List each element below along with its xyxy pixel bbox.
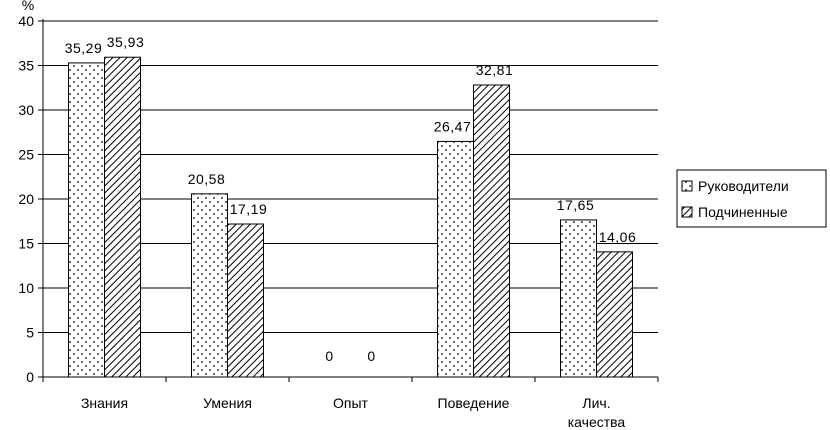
legend-label-leaders: Руководители — [698, 178, 789, 194]
bar-leaders — [191, 193, 228, 378]
bar-subordinates — [104, 56, 141, 378]
data-label: 20,58 — [188, 171, 226, 187]
x-tick-label: Поведение — [438, 395, 510, 411]
y-tick-label: 10 — [18, 280, 34, 296]
data-label: 35,29 — [65, 40, 103, 56]
x-tick-label: Умения — [203, 395, 252, 411]
y-tick-label: 40 — [18, 13, 34, 29]
bar-subordinates — [473, 84, 510, 378]
x-tick-label: Знания — [81, 395, 128, 411]
bar-leaders — [560, 219, 597, 378]
legend-box — [676, 169, 827, 228]
y-unit-label: % — [22, 0, 34, 13]
data-label: 35,93 — [107, 34, 145, 50]
data-label: 0 — [325, 348, 333, 364]
data-label: 0 — [367, 348, 375, 364]
y-tick-label: 0 — [26, 369, 34, 385]
data-label: 26,47 — [434, 118, 472, 134]
y-tick-label: 5 — [26, 325, 34, 341]
y-tick-label: 25 — [18, 147, 34, 163]
legend-swatch-subordinates — [681, 206, 693, 218]
grid-lines — [43, 20, 658, 333]
legend-label-subordinates: Подчиненные — [698, 204, 788, 220]
x-tick-labels: Знания Умения Опыт Поведение Лич. качества — [81, 395, 625, 430]
x-tick-label: Лич. качества — [568, 395, 626, 430]
bars — [68, 56, 633, 378]
y-tick-label: 30 — [18, 102, 34, 118]
data-label: 14,06 — [599, 229, 637, 245]
bar-subordinates — [227, 223, 264, 378]
y-tick-label: 20 — [18, 191, 34, 207]
bar-subordinates — [596, 251, 633, 378]
data-label: 17,19 — [230, 201, 268, 217]
data-label: 32,81 — [476, 62, 514, 78]
legend-swatch-leaders — [681, 180, 693, 192]
data-label: 17,65 — [557, 197, 595, 213]
legend: Руководители Подчиненные — [676, 169, 827, 228]
y-tick-label: 15 — [18, 236, 34, 252]
y-tick-labels: 0 5 10 15 20 25 30 35 40 — [18, 13, 34, 385]
bar-leaders — [437, 140, 474, 378]
x-tick-label: Опыт — [333, 395, 369, 411]
bar-leaders — [68, 62, 105, 378]
axes: % — [22, 0, 659, 382]
y-tick-label: 35 — [18, 58, 34, 74]
